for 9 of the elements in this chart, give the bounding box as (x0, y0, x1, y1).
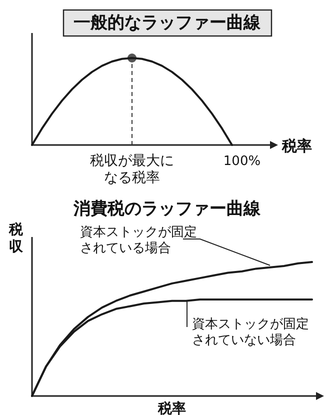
series-name: 資本ストックが固定されていない場合 (192, 317, 309, 348)
annotation: 税収が最大になる税率 (90, 153, 174, 186)
chart-title: 消費税のラッファー曲線 (72, 199, 262, 219)
text: 100% (223, 154, 261, 169)
x-axis-title: 税率 (281, 137, 312, 155)
chart-title: 一般的なラッファー曲線 (74, 13, 262, 33)
ylabel: 税収 (9, 222, 23, 255)
x-axis-title: 税率 (157, 400, 186, 415)
series-name: 資本ストックが固定されている場合 (80, 225, 197, 256)
